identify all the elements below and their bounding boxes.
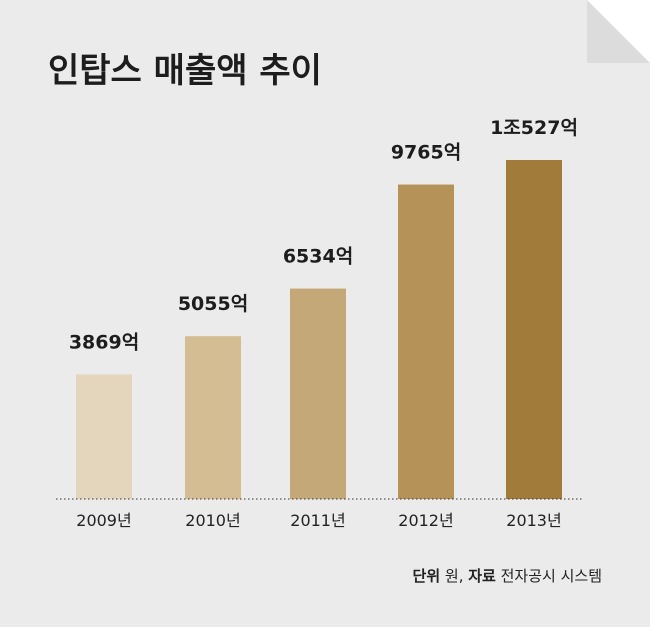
- value-label: 5055억: [178, 293, 248, 315]
- bars-group: [76, 160, 562, 499]
- x-tick-label: 2013년: [506, 511, 561, 530]
- bar-2013년: [506, 160, 562, 499]
- x-tick-label: 2011년: [290, 511, 345, 530]
- x-tick-label: 2010년: [185, 511, 240, 530]
- value-label: 9765억: [391, 142, 461, 164]
- source-value: 전자공시 시스템: [496, 567, 602, 585]
- source-note: 단위 원, 자료 전자공시 시스템: [413, 567, 602, 585]
- bar-2010년: [185, 336, 241, 499]
- value-label: 3869억: [69, 331, 139, 353]
- value-label: 1조527억: [490, 117, 578, 139]
- unit-key: 단위: [413, 567, 441, 585]
- source-key: 자료: [468, 567, 496, 585]
- x-tick-label: 2012년: [398, 511, 453, 530]
- chart-title: 인탑스 매출액 추이: [48, 51, 322, 91]
- value-label: 6534억: [283, 246, 353, 268]
- x-tick-label: 2009년: [76, 511, 131, 530]
- bar-2011년: [290, 288, 346, 499]
- unit-value: 원,: [440, 567, 468, 585]
- bar-2012년: [398, 184, 454, 499]
- bar-2009년: [76, 374, 132, 499]
- folded-corner-shadow: [587, 0, 650, 63]
- value-labels-group: 3869억 5055억 6534억 9765억 1조527억: [69, 117, 578, 353]
- x-tick-labels-group: 2009년 2010년 2011년 2012년 2013년: [76, 511, 561, 530]
